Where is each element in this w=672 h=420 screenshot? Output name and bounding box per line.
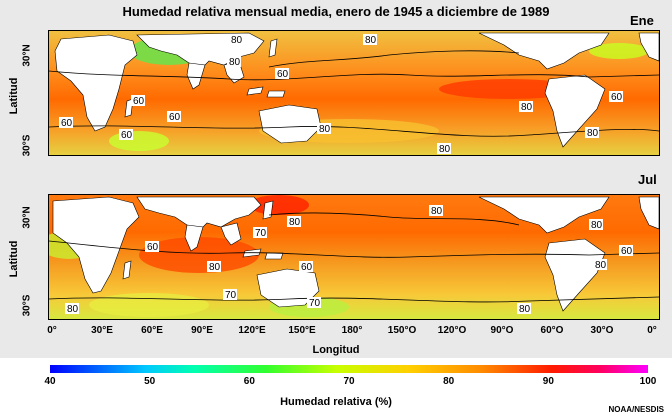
contour-label: 80 [209,262,221,273]
colorbar-tick-label: 40 [44,376,56,387]
contour-label: 80 [439,144,451,155]
contour-label: 80 [319,124,331,135]
contour-label: 70 [309,298,321,309]
contour-label: 80 [365,35,377,46]
x-tick-label: 150°O [387,325,417,336]
ytick-30s-jan: 30°S [21,134,33,157]
map-panel-jul: 80 60 80 60 80 70 70 80 80 60 80 80 70 [48,194,660,320]
x-tick-label: 30°E [91,325,113,336]
credit-text: NOAA/NESDIS [608,405,664,414]
x-tick-label: 150°E [288,325,316,336]
contour-label: 80 [431,206,443,217]
contour-label: 60 [121,130,133,141]
contour-label: 70 [225,290,237,301]
ytick-30n-jan: 30°N [21,44,33,67]
ytick-30n-jul: 30°N [21,206,33,229]
x-tick-label: 90°E [191,325,213,336]
contour-label: 60 [147,242,159,253]
contour-label: 60 [277,69,289,80]
contour-label: 80 [587,128,599,139]
x-tick-label: 90°O [490,325,514,336]
x-tick-label: 60°E [141,325,163,336]
contour-label: 60 [611,92,623,103]
month-label-jan: Ene [630,13,654,28]
contour-label: 80 [229,57,241,68]
contour-label: 60 [301,262,313,273]
contour-label: 80 [595,260,607,271]
colorbar-tick-label: 70 [343,376,355,387]
contour-label: 60 [133,96,145,107]
colorbar-panel: 40 50 60 70 80 90 100 Humedad relativa (%) NOA… [0,358,672,420]
x-tick-label: 60°O [540,325,564,336]
contour-label: 80 [519,304,531,315]
colorbar [50,365,648,373]
colorbar-label: Humedad relativa (%) [280,396,392,408]
contour-label: 70 [255,228,267,239]
ytick-30s-jul: 30°S [21,294,33,317]
contour-label: 60 [169,112,181,123]
x-tick-label: 30°O [590,325,614,336]
x-tick-label: 120°O [437,325,467,336]
x-axis-ticks: 0° 30°E 60°E 90°E 120°E 150°E 180° 150°O 120°O 90… [47,325,658,339]
x-tick-label: 0° [47,325,57,336]
contour-label: 80 [231,35,243,46]
x-axis-label: Longitud [312,344,360,356]
contour-label: 80 [67,304,79,315]
colorbar-tick-label: 100 [639,376,657,387]
month-label-jul: Jul [638,172,657,187]
colorbar-tick-label: 50 [144,376,156,387]
y-axis-label-jan: Latitud [8,77,20,115]
contour-label: 80 [289,217,301,228]
x-tick-label: 120°E [238,325,266,336]
colorbar-tick-label: 90 [542,376,554,387]
colorbar-tick-label: 60 [243,376,255,387]
x-tick-label: 180° [341,325,363,336]
y-axis-label-jul: Latitud [8,240,20,278]
colorbar-tick-label: 80 [443,376,455,387]
map-panel-jan: 80 80 60 60 60 60 60 80 80 80 80 80 60 [48,30,660,156]
contour-label: 80 [521,102,533,113]
map-title: Humedad relativa mensual media, enero de… [122,4,550,19]
contour-label: 80 [591,220,603,231]
contour-label: 60 [621,246,633,257]
x-tick-label: 0° [647,325,657,336]
contour-label: 60 [61,118,73,129]
